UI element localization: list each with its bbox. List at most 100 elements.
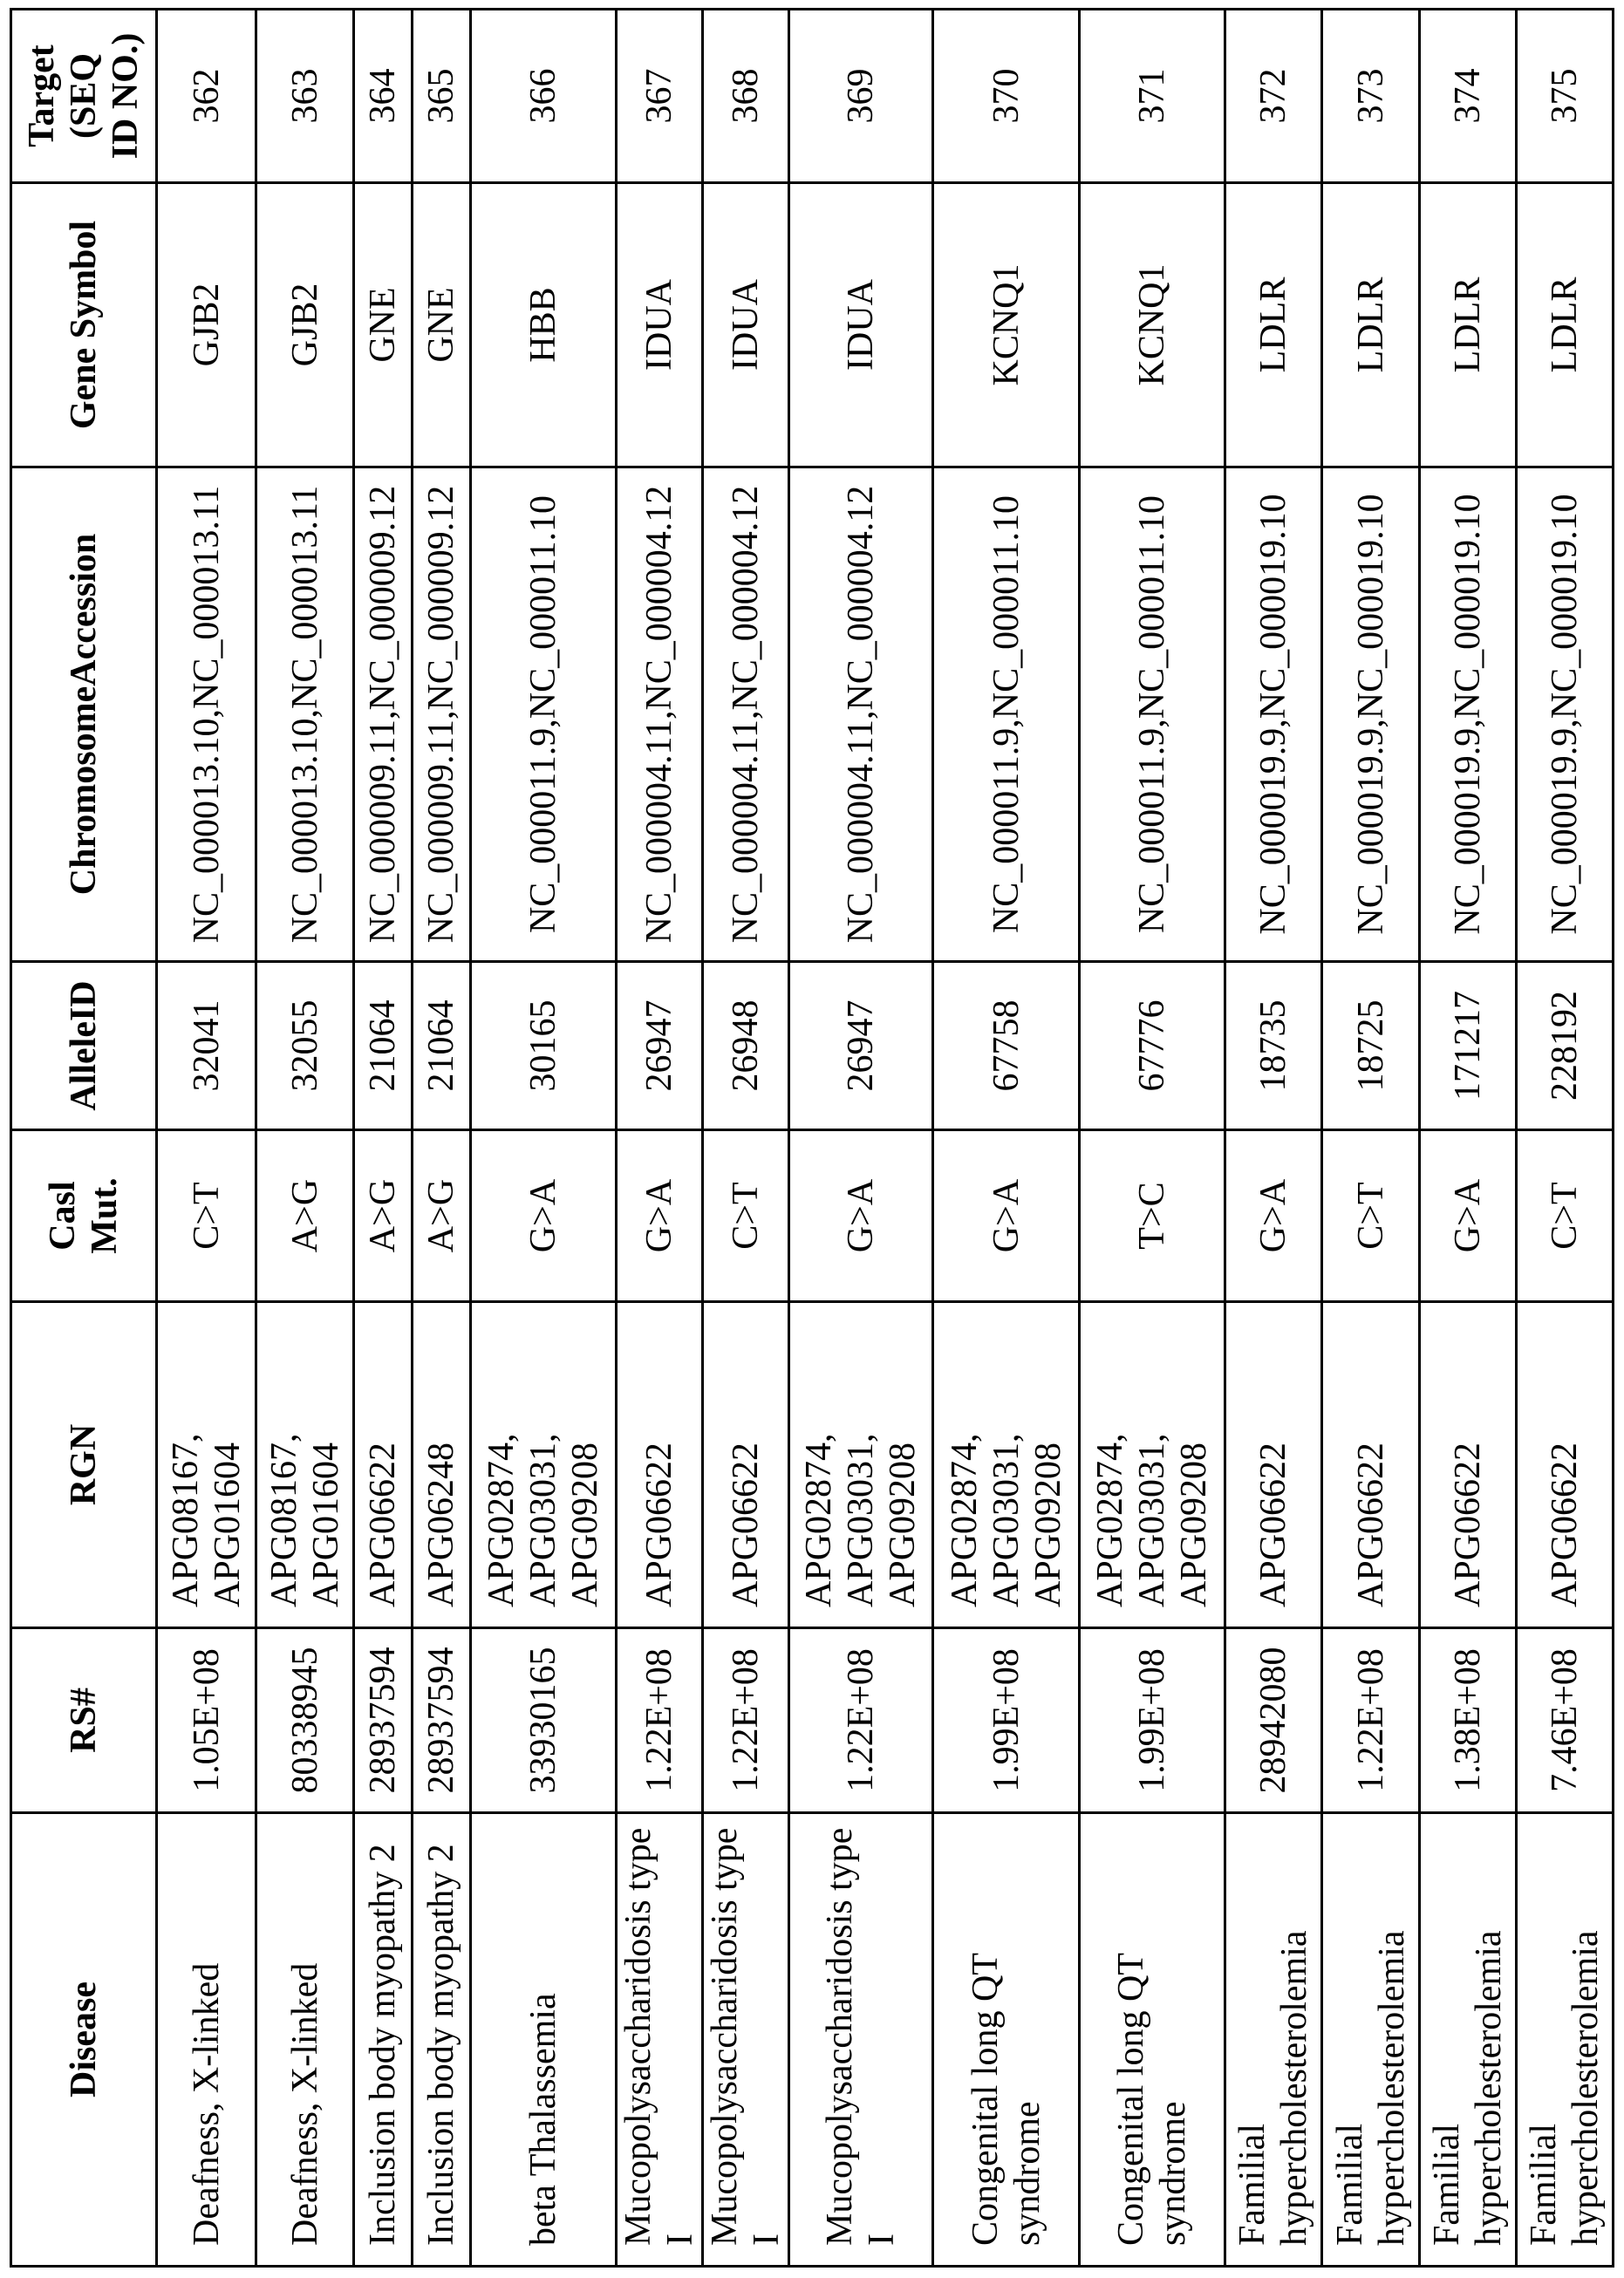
cell-allele-id: 26947: [617, 962, 703, 1130]
cell-chromosome-accession: NC_000019.9,NC_000019.10: [1322, 467, 1420, 962]
cell-rs-number: 1.22E+08: [703, 1628, 789, 1813]
cell-target-seq-id: 370: [933, 10, 1080, 183]
table-row: Familial hypercholesterolemia1.22E+08APG…: [1322, 10, 1420, 2267]
cell-rs-number: 1.99E+08: [933, 1628, 1080, 1813]
cell-target-seq-id: 369: [789, 10, 933, 183]
cell-gene-symbol: GNE: [413, 183, 471, 467]
table-row: Familial hypercholesterolemia7.46E+08APG…: [1517, 10, 1614, 2267]
cell-rgn: APG06622: [1225, 1302, 1322, 1628]
table-row: Mucopolysaccharidosis type I1.22E+08APG0…: [789, 10, 933, 2267]
cell-allele-id: 30165: [471, 962, 617, 1130]
cell-allele-id: 21064: [413, 962, 471, 1130]
header-gene-symbol: Gene Symbol: [11, 183, 157, 467]
header-rgn: RGN: [11, 1302, 157, 1628]
table-row: beta Thalassemia33930165APG02874, APG030…: [471, 10, 617, 2267]
cell-gene-symbol: KCNQ1: [1080, 183, 1225, 467]
cell-rgn: APG02874, APG03031, APG09208: [933, 1302, 1080, 1628]
header-row: DiseaseRS#RGNCasl Mut.AlleleIDChromosome…: [11, 10, 157, 2267]
cell-gene-symbol: KCNQ1: [933, 183, 1080, 467]
table-row: Mucopolysaccharidosis type I1.22E+08APG0…: [617, 10, 703, 2267]
cell-chromosome-accession: NC_000004.11,NC_000004.12: [617, 467, 703, 962]
cell-chromosome-accession: NC_000011.9,NC_000011.10: [471, 467, 617, 962]
cell-cas-mutation: T>C: [1080, 1130, 1225, 1302]
cell-rs-number: 28937594: [413, 1628, 471, 1813]
cell-rs-number: 33930165: [471, 1628, 617, 1813]
header-label: Target (SEQ ID NO.): [21, 31, 147, 161]
cell-rs-number: 80338945: [256, 1628, 354, 1813]
cell-rgn: APG02874, APG03031, APG09208: [1080, 1302, 1225, 1628]
cell-chromosome-accession: NC_000011.9,NC_000011.10: [933, 467, 1080, 962]
table-row: Inclusion body myopathy 228937594APG0662…: [354, 10, 413, 2267]
cell-cas-mutation: G>A: [789, 1130, 933, 1302]
cell-rgn: APG06622: [354, 1302, 413, 1628]
cell-disease: Familial hypercholesterolemia: [1517, 1813, 1614, 2267]
header-label: RS#: [63, 1688, 105, 1753]
cell-rs-number: 28937594: [354, 1628, 413, 1813]
header-target-seq-id: Target (SEQ ID NO.): [11, 10, 157, 183]
header-rs-number: RS#: [11, 1628, 157, 1813]
cell-chromosome-accession: NC_000011.9,NC_000011.10: [1080, 467, 1225, 962]
cell-gene-symbol: LDLR: [1420, 183, 1517, 467]
cell-cas-mutation: A>G: [354, 1130, 413, 1302]
cell-gene-symbol: LDLR: [1517, 183, 1614, 467]
cell-chromosome-accession: NC_000009.11,NC_000009.12: [413, 467, 471, 962]
cell-cas-mutation: C>T: [157, 1130, 256, 1302]
cell-disease: Deafness, X-linked: [157, 1813, 256, 2267]
cell-rs-number: 28942080: [1225, 1628, 1322, 1813]
cell-rs-number: 7.46E+08: [1517, 1628, 1614, 1813]
cell-disease: Congenital long QT syndrome: [1080, 1813, 1225, 2267]
header-allele-id: AlleleID: [11, 962, 157, 1130]
cell-chromosome-accession: NC_000009.11,NC_000009.12: [354, 467, 413, 962]
header-label: AlleleID: [63, 980, 105, 1110]
cell-cas-mutation: G>A: [1225, 1130, 1322, 1302]
header-label: Gene Symbol: [63, 221, 105, 429]
cell-cas-mutation: A>G: [413, 1130, 471, 1302]
cell-gene-symbol: LDLR: [1322, 183, 1420, 467]
header-label: ChromosomeAccession: [63, 534, 105, 896]
cell-rs-number: 1.38E+08: [1420, 1628, 1517, 1813]
cell-gene-symbol: IDUA: [617, 183, 703, 467]
cell-target-seq-id: 371: [1080, 10, 1225, 183]
cell-cas-mutation: G>A: [933, 1130, 1080, 1302]
cell-allele-id: 18725: [1322, 962, 1420, 1130]
cell-rgn: APG02874, APG03031, APG09208: [789, 1302, 933, 1628]
cell-rgn: APG02874, APG03031, APG09208: [471, 1302, 617, 1628]
cell-disease: Inclusion body myopathy 2: [413, 1813, 471, 2267]
cell-allele-id: 32041: [157, 962, 256, 1130]
cell-allele-id: 171217: [1420, 962, 1517, 1130]
cell-rgn: APG08167, APG01604: [256, 1302, 354, 1628]
cell-target-seq-id: 362: [157, 10, 256, 183]
cell-allele-id: 26948: [703, 962, 789, 1130]
cell-cas-mutation: C>T: [1322, 1130, 1420, 1302]
cell-disease: Congenital long QT syndrome: [933, 1813, 1080, 2267]
cell-chromosome-accession: NC_000004.11,NC_000004.12: [703, 467, 789, 962]
cell-disease: Familial hypercholesterolemia: [1420, 1813, 1517, 2267]
cell-rgn: APG06622: [703, 1302, 789, 1628]
cell-rgn: APG06622: [617, 1302, 703, 1628]
cell-gene-symbol: GJB2: [256, 183, 354, 467]
cell-target-seq-id: 364: [354, 10, 413, 183]
cell-target-seq-id: 374: [1420, 10, 1517, 183]
table-row: Familial hypercholesterolemia28942080APG…: [1225, 10, 1322, 2267]
cell-gene-symbol: IDUA: [789, 183, 933, 467]
cell-target-seq-id: 363: [256, 10, 354, 183]
cell-chromosome-accession: NC_000004.11,NC_000004.12: [789, 467, 933, 962]
cell-gene-symbol: GNE: [354, 183, 413, 467]
cell-chromosome-accession: NC_000013.10,NC_000013.11: [157, 467, 256, 962]
cell-chromosome-accession: NC_000019.9,NC_000019.10: [1420, 467, 1517, 962]
table-row: Deafness, X-linked80338945APG08167, APG0…: [256, 10, 354, 2267]
cell-cas-mutation: C>T: [703, 1130, 789, 1302]
cell-rs-number: 1.22E+08: [789, 1628, 933, 1813]
table-row: Inclusion body myopathy 228937594APG0624…: [413, 10, 471, 2267]
cell-target-seq-id: 367: [617, 10, 703, 183]
cell-cas-mutation: A>G: [256, 1130, 354, 1302]
cell-cas-mutation: C>T: [1517, 1130, 1614, 1302]
cell-rs-number: 1.22E+08: [1322, 1628, 1420, 1813]
cell-allele-id: 26947: [789, 962, 933, 1130]
cell-target-seq-id: 372: [1225, 10, 1322, 183]
cell-gene-symbol: LDLR: [1225, 183, 1322, 467]
cell-target-seq-id: 368: [703, 10, 789, 183]
cell-allele-id: 228192: [1517, 962, 1614, 1130]
cell-disease: Mucopolysaccharidosis type I: [617, 1813, 703, 2267]
variant-table: DiseaseRS#RGNCasl Mut.AlleleIDChromosome…: [10, 8, 1614, 2268]
